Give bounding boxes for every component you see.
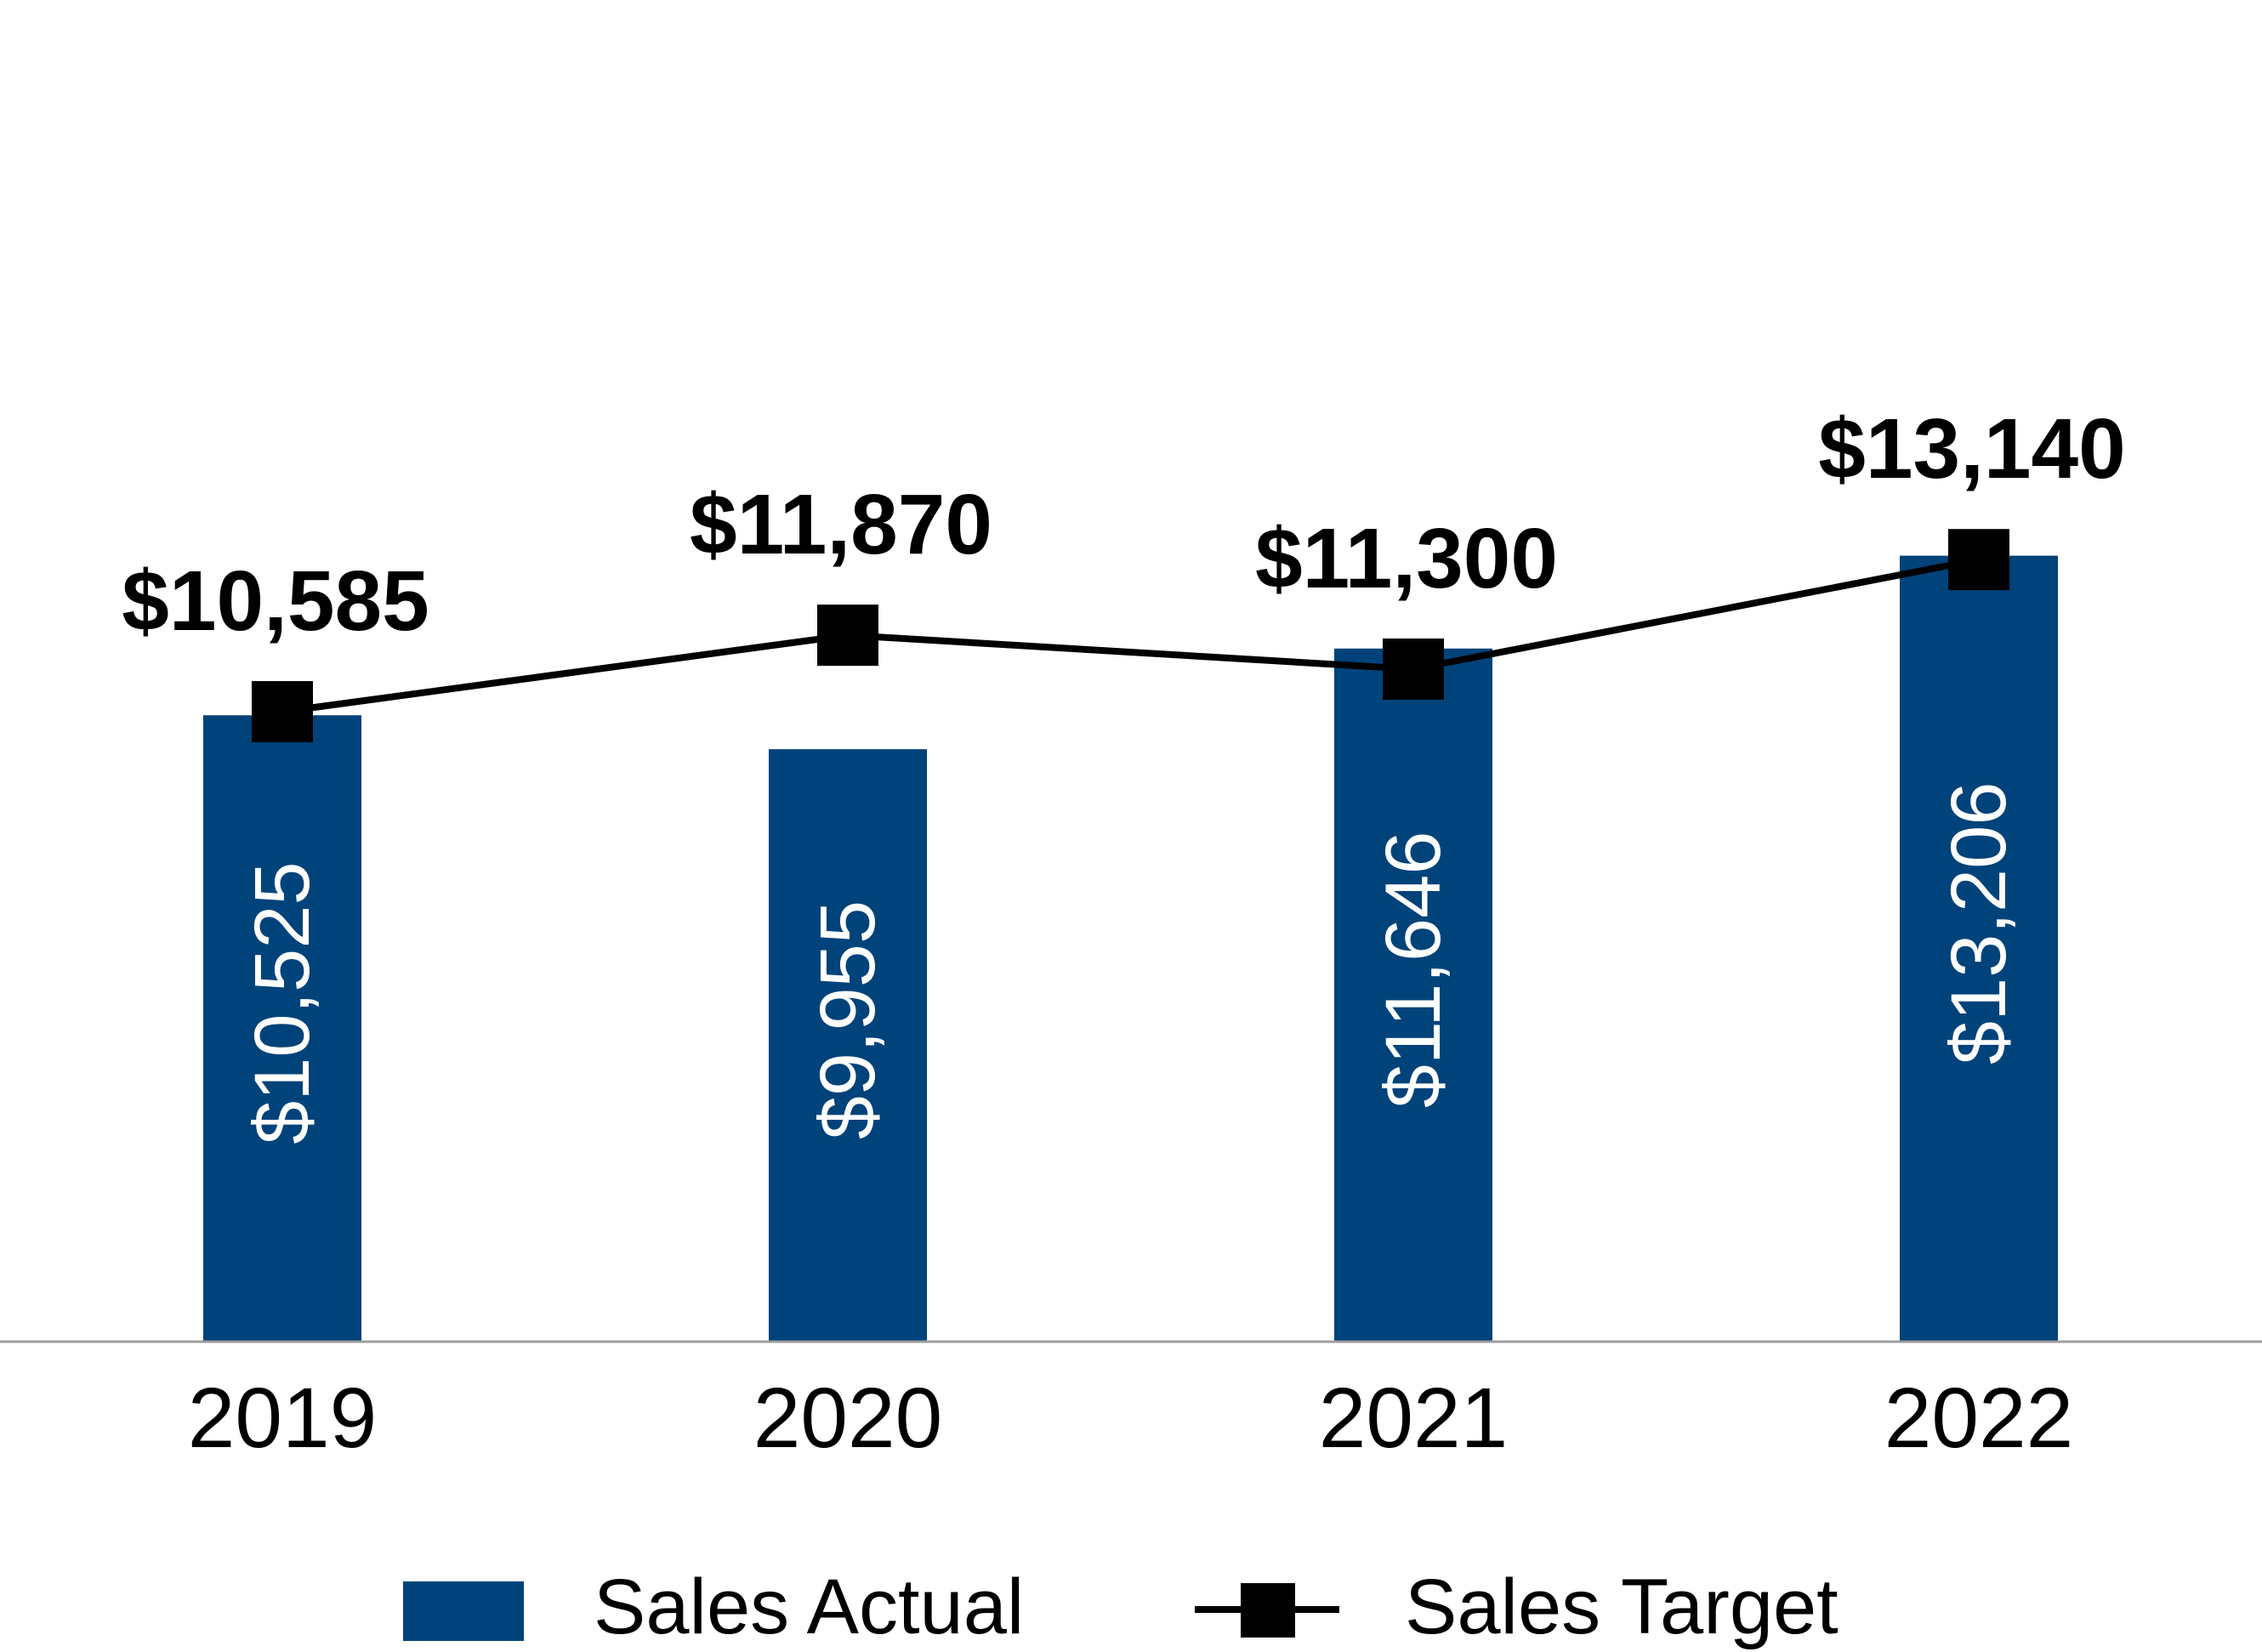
x-tick-labels: 2019 2020 2021 2022 — [188, 1371, 2073, 1466]
x-tick-label-2020: 2020 — [753, 1371, 942, 1466]
target-marker-2019 — [252, 681, 313, 743]
legend-label-sales-target: Sales Target — [1405, 1564, 1839, 1650]
bar-value-label-2020: $9,955 — [804, 900, 891, 1139]
target-marker-2021 — [1383, 639, 1444, 700]
bar-value-label-2022: $13,206 — [1935, 782, 2022, 1065]
target-line — [281, 556, 1980, 716]
x-tick-label-2022: 2022 — [1884, 1371, 2073, 1466]
x-tick-label-2019: 2019 — [188, 1371, 377, 1466]
target-line-layer — [252, 529, 2009, 743]
legend-marker-sales-target — [1241, 1583, 1295, 1638]
target-labels-layer: $10,585 $11,870 $11,300 $13,140 — [122, 401, 2125, 649]
bar-value-label-2019: $10,525 — [239, 861, 326, 1144]
legend: Sales Actual Sales Target — [403, 1564, 1839, 1650]
bar-2019 — [203, 715, 361, 1342]
bar-2022 — [1900, 555, 2058, 1342]
legend-swatch-sales-actual — [403, 1581, 524, 1641]
target-value-label-2021: $11,300 — [1255, 511, 1558, 606]
target-value-label-2022: $13,140 — [1818, 401, 2125, 497]
bar-2020 — [769, 749, 927, 1342]
target-value-label-2020: $11,870 — [690, 477, 992, 572]
target-marker-2022 — [1948, 529, 2009, 591]
legend-label-sales-actual: Sales Actual — [594, 1564, 1024, 1650]
target-marker-2020 — [817, 605, 878, 667]
x-tick-label-2021: 2021 — [1319, 1371, 1508, 1466]
bar-value-label-2021: $11,646 — [1370, 832, 1457, 1109]
bars-layer: $10,525 $9,955 $11,646 $13,206 — [203, 555, 2058, 1342]
bar-2021 — [1334, 648, 1492, 1342]
target-value-label-2019: $10,585 — [122, 554, 429, 649]
